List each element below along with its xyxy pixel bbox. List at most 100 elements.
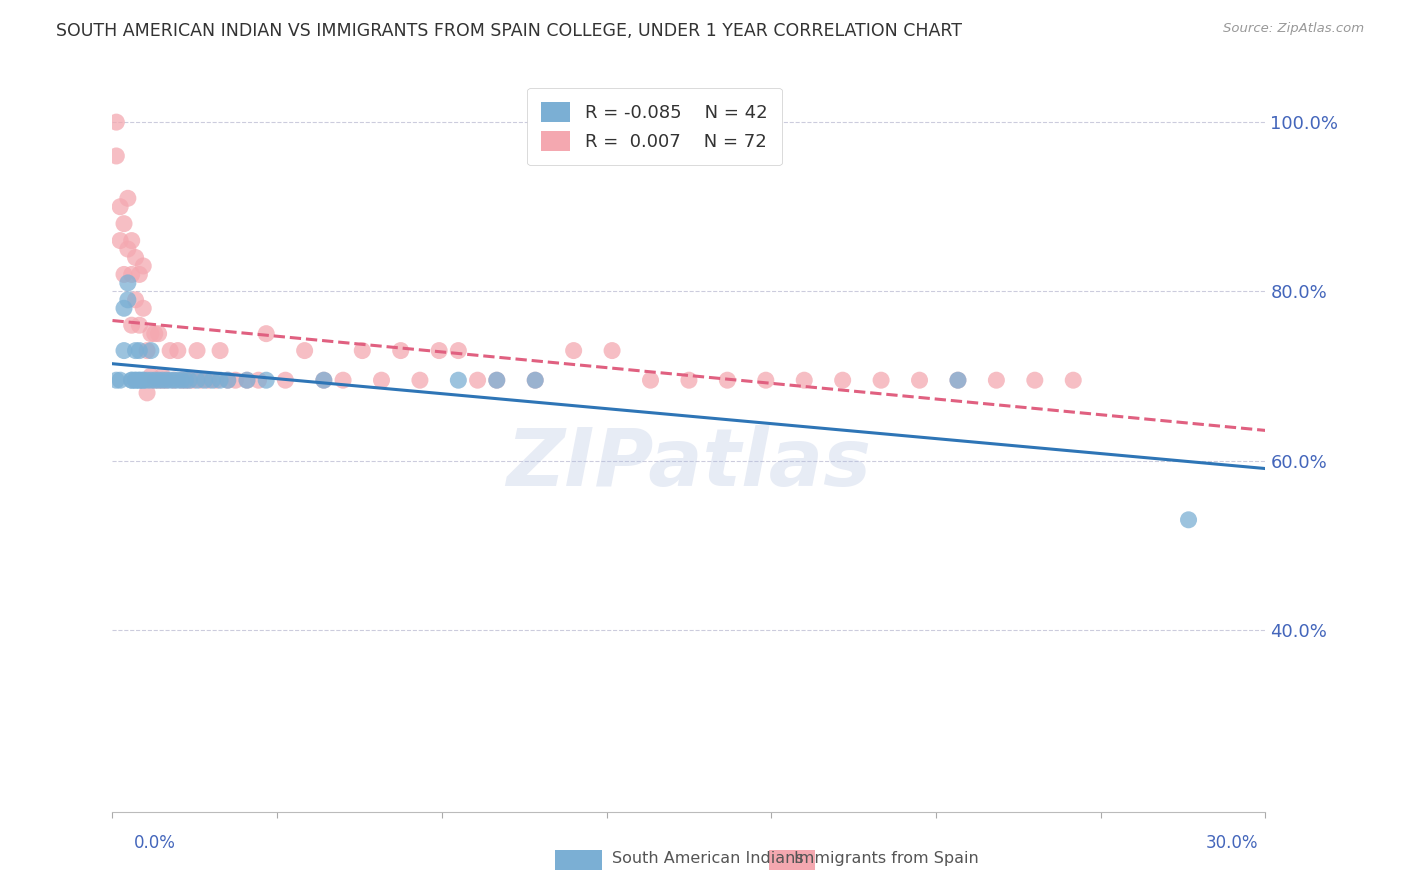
- Point: [197, 373, 219, 387]
- Point: [121, 318, 143, 333]
- Point: [166, 373, 188, 387]
- Point: [124, 343, 146, 358]
- Point: [121, 373, 143, 387]
- Point: [209, 373, 232, 387]
- Point: [247, 373, 270, 387]
- Point: [870, 373, 893, 387]
- Point: [152, 373, 174, 387]
- Point: [117, 293, 139, 307]
- Point: [136, 343, 159, 358]
- Point: [117, 276, 139, 290]
- Point: [236, 373, 259, 387]
- Point: [132, 373, 155, 387]
- Point: [209, 343, 232, 358]
- Point: [139, 368, 162, 383]
- Point: [124, 251, 146, 265]
- Point: [755, 373, 778, 387]
- Point: [186, 343, 208, 358]
- Point: [128, 318, 150, 333]
- Point: [163, 373, 186, 387]
- Point: [112, 301, 135, 316]
- Point: [139, 326, 162, 341]
- Point: [194, 373, 217, 387]
- Point: [148, 326, 170, 341]
- Point: [132, 373, 155, 387]
- Point: [179, 373, 201, 387]
- Point: [389, 343, 412, 358]
- Point: [112, 217, 135, 231]
- Point: [112, 268, 135, 282]
- Point: [170, 373, 193, 387]
- Point: [170, 373, 193, 387]
- Point: [678, 373, 700, 387]
- Point: [105, 149, 128, 163]
- Point: [217, 373, 239, 387]
- Point: [312, 373, 335, 387]
- Text: 0.0%: 0.0%: [134, 834, 176, 852]
- Point: [946, 373, 969, 387]
- Text: ZIPatlas: ZIPatlas: [506, 425, 872, 503]
- Point: [312, 373, 335, 387]
- Point: [121, 268, 143, 282]
- Point: [139, 343, 162, 358]
- Point: [132, 301, 155, 316]
- Point: [1024, 373, 1046, 387]
- Point: [370, 373, 392, 387]
- Text: South American Indians: South American Indians: [612, 851, 803, 865]
- Point: [112, 343, 135, 358]
- Text: 30.0%: 30.0%: [1206, 834, 1258, 852]
- Point: [236, 373, 259, 387]
- Point: [105, 373, 128, 387]
- Point: [108, 234, 131, 248]
- Point: [152, 373, 174, 387]
- Point: [136, 373, 159, 387]
- Point: [524, 373, 547, 387]
- Point: [274, 373, 297, 387]
- Point: [148, 373, 170, 387]
- Text: Immigrants from Spain: Immigrants from Spain: [794, 851, 979, 865]
- Point: [128, 373, 150, 387]
- Point: [121, 234, 143, 248]
- Point: [831, 373, 853, 387]
- Point: [105, 115, 128, 129]
- Point: [562, 343, 585, 358]
- Point: [467, 373, 489, 387]
- Point: [139, 373, 162, 387]
- Point: [1062, 373, 1084, 387]
- Point: [1177, 513, 1199, 527]
- Point: [174, 373, 197, 387]
- Point: [716, 373, 738, 387]
- Point: [128, 268, 150, 282]
- Point: [427, 343, 450, 358]
- Point: [409, 373, 432, 387]
- Point: [124, 373, 146, 387]
- Point: [108, 200, 131, 214]
- Point: [254, 326, 277, 341]
- Point: [166, 343, 188, 358]
- Point: [447, 343, 470, 358]
- Point: [143, 373, 166, 387]
- Point: [128, 343, 150, 358]
- Point: [640, 373, 662, 387]
- Point: [186, 373, 208, 387]
- Text: Source: ZipAtlas.com: Source: ZipAtlas.com: [1223, 22, 1364, 36]
- Point: [205, 373, 228, 387]
- Point: [254, 373, 277, 387]
- Point: [485, 373, 508, 387]
- Point: [143, 326, 166, 341]
- Point: [524, 373, 547, 387]
- Text: SOUTH AMERICAN INDIAN VS IMMIGRANTS FROM SPAIN COLLEGE, UNDER 1 YEAR CORRELATION: SOUTH AMERICAN INDIAN VS IMMIGRANTS FROM…: [56, 22, 962, 40]
- Point: [132, 259, 155, 273]
- Point: [128, 373, 150, 387]
- Point: [136, 385, 159, 400]
- Point: [294, 343, 316, 358]
- Point: [174, 373, 197, 387]
- Point: [600, 343, 623, 358]
- Point: [181, 373, 204, 387]
- Point: [179, 373, 201, 387]
- Point: [986, 373, 1008, 387]
- Point: [117, 242, 139, 256]
- Point: [159, 343, 181, 358]
- Point: [155, 373, 177, 387]
- Point: [148, 373, 170, 387]
